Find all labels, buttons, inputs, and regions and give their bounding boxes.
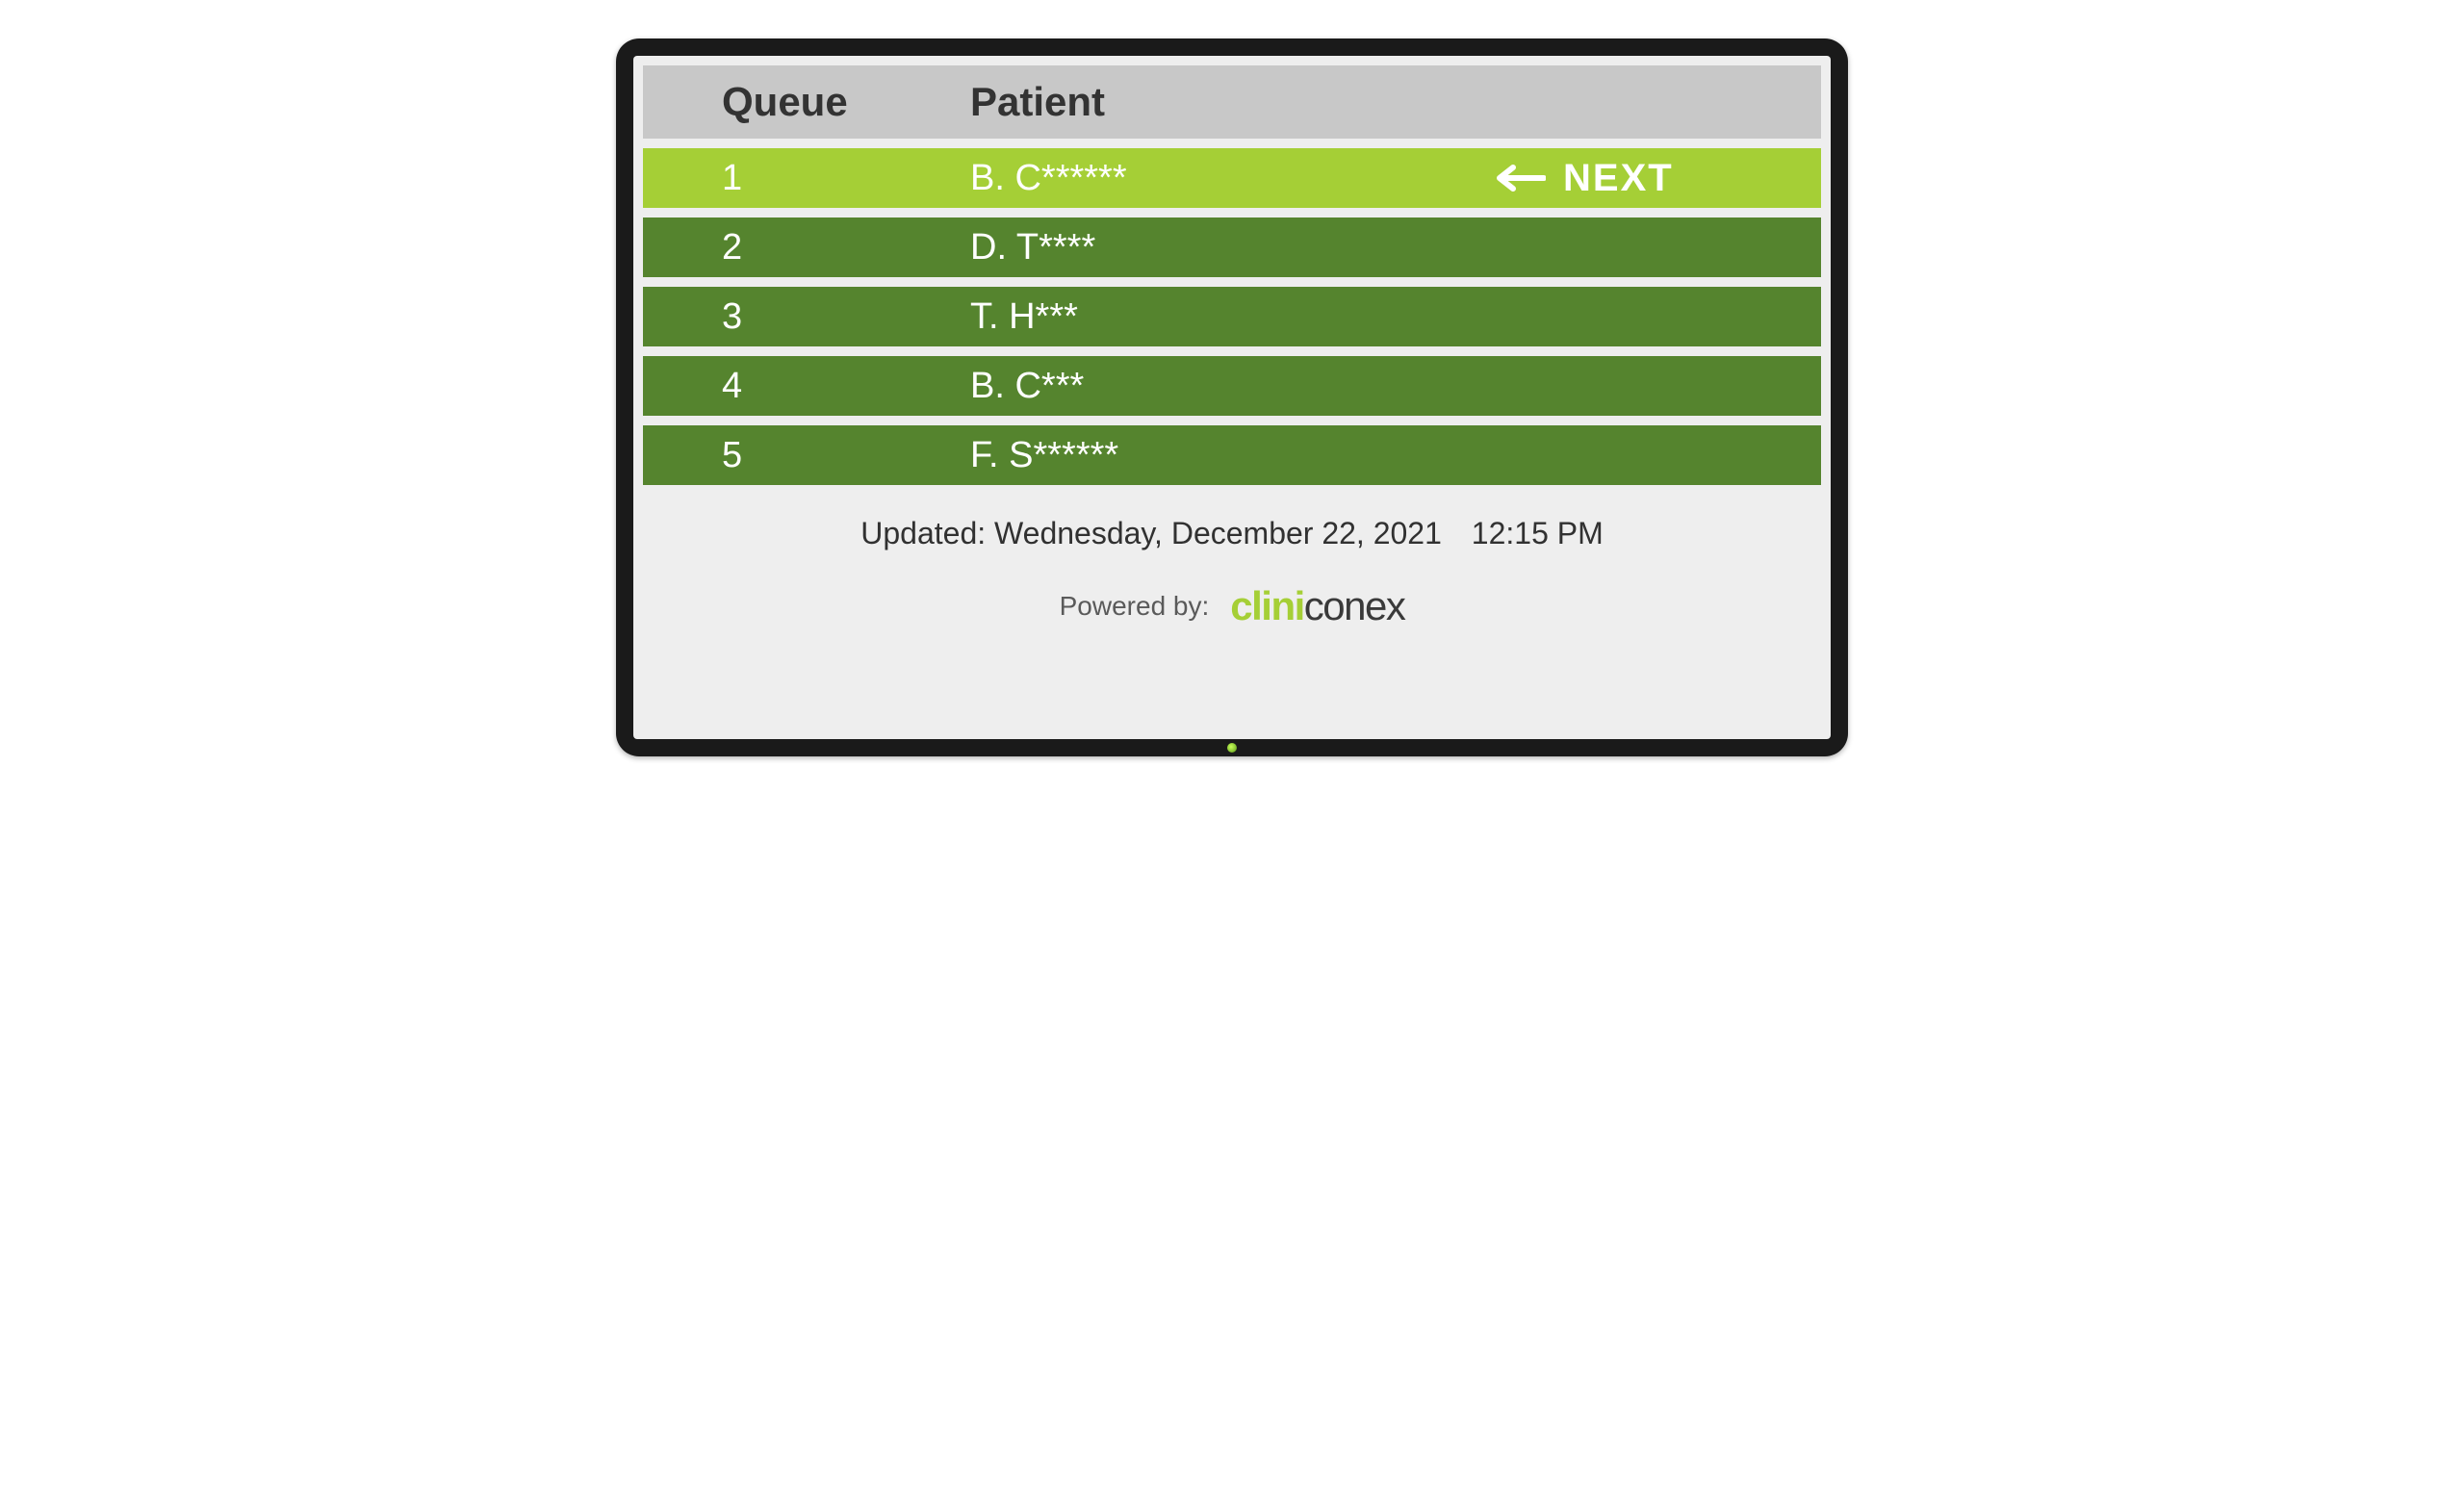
updated-time: 12:15 PM [1472,516,1604,550]
queue-row: 3 T. H*** [643,287,1821,346]
header-patient: Patient [970,79,1105,124]
updated-prefix: Updated: [860,516,986,550]
arrow-left-icon [1494,165,1546,192]
queue-number: 3 [722,296,742,337]
queue-row: 1 B. C****** NEXT [643,148,1821,208]
queue-display-screen: Queue Patient 1 B. C****** NEXT 2 D. T**** 3 T… [633,56,1831,739]
cliniconex-logo: cliniconex [1230,586,1404,627]
powered-label: Powered by: [1060,591,1210,622]
logo-left: clini [1230,586,1304,627]
logo-right: conex [1304,586,1405,627]
queue-number: 1 [722,158,742,198]
powered-by: Powered by: cliniconex [643,586,1821,627]
patient-name: B. C*** [970,366,1084,406]
header-queue: Queue [722,79,848,124]
patient-name: T. H*** [970,296,1078,337]
queue-rows: 1 B. C****** NEXT 2 D. T**** 3 T. H*** 4 B. C***… [643,148,1821,485]
table-header: Queue Patient [643,65,1821,139]
queue-number: 2 [722,227,742,268]
queue-row: 5 F. S****** [643,425,1821,485]
updated-date: Wednesday, December 22, 2021 [994,516,1442,550]
updated-timestamp: Updated: Wednesday, December 22, 2021 12… [643,516,1821,551]
patient-name: D. T**** [970,227,1095,268]
power-led-icon [1227,743,1237,753]
next-label: NEXT [1563,157,1674,200]
queue-number: 4 [722,366,742,406]
patient-name: B. C****** [970,158,1127,198]
queue-row: 2 D. T**** [643,217,1821,277]
queue-row: 4 B. C*** [643,356,1821,416]
queue-number: 5 [722,435,742,475]
monitor-frame: Queue Patient 1 B. C****** NEXT 2 D. T**** 3 T… [616,38,1848,756]
patient-name: F. S****** [970,435,1118,475]
